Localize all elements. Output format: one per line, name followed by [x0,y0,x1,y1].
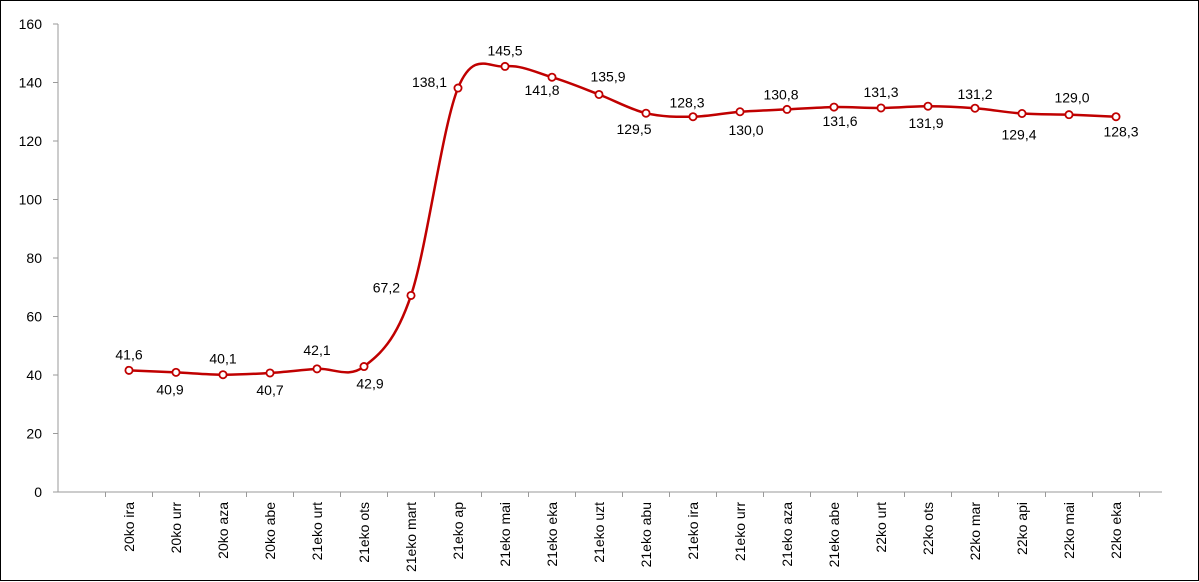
x-tick-label: 21eko urr [732,502,748,561]
series-line [128,62,1117,376]
data-label: 128,3 [669,95,704,111]
data-point [265,368,275,378]
x-tick-label: 20ko abe [262,502,278,560]
y-tick-label: 160 [19,16,43,32]
data-point [359,362,369,372]
data-label: 42,9 [356,376,383,392]
data-label: 67,2 [373,279,400,295]
data-label: 131,3 [863,84,898,100]
data-point [312,364,322,374]
x-tick-label: 21eko uzt [591,502,607,563]
data-label: 42,1 [303,342,330,358]
x-tick-label: 22ko eka [1108,502,1124,559]
y-tick-label: 60 [26,309,42,325]
data-label: 40,9 [156,381,183,397]
x-tick-label: 20ko urr [168,502,184,554]
x-tick-label: 22ko mar [967,502,983,561]
x-tick-label: 21eko abe [826,502,842,568]
data-labels: 41,6 40,9 40,1 40,7 42,1 42,9 67,2 138,1 145,5 14… [115,42,1138,398]
y-tick-label: 20 [26,426,42,442]
data-label: 131,9 [908,115,943,131]
data-label: 129,4 [1001,127,1036,143]
x-tick-label: 22ko mai [1061,502,1077,559]
data-point [688,112,698,122]
y-axis-ticks: 0 20 40 60 80 100 120 140 160 [19,16,58,500]
data-label: 129,0 [1054,90,1089,106]
x-tick-label: 21eko mai [497,502,513,567]
y-tick-label: 0 [34,484,42,500]
y-tick-label: 100 [19,192,43,208]
data-label: 129,5 [616,121,651,137]
data-label: 130,8 [763,86,798,102]
y-tick-label: 120 [19,133,43,149]
x-tick-label: 21eko ira [685,502,701,560]
data-point [1064,110,1074,120]
data-point [923,101,933,111]
x-tick-label: 22ko api [1014,502,1030,555]
data-point [594,89,604,99]
data-label: 40,1 [209,351,236,367]
data-point [829,102,839,112]
axes [57,24,1162,493]
data-label: 40,7 [256,382,283,398]
data-label: 135,9 [590,68,625,84]
x-tick-label: 21eko urt [309,502,325,560]
y-tick-label: 40 [26,367,42,383]
data-point [171,367,181,377]
data-point [641,108,651,118]
x-tick-label: 21eko abu [638,502,654,567]
data-label: 145,5 [487,42,522,58]
data-point [1017,109,1027,119]
x-tick-label: 20ko ira [121,502,137,552]
data-label: 128,3 [1103,124,1138,140]
x-axis-ticks: 20ko ira 20ko urr 20ko aza 20ko abe 21eko ur… [105,492,1140,572]
x-tick-label: 21eko aza [779,502,795,567]
data-point [1111,112,1121,122]
data-point [735,107,745,117]
data-label: 131,6 [822,113,857,129]
data-point [876,103,886,113]
data-label: 130,0 [728,122,763,138]
y-tick-label: 80 [26,250,42,266]
data-label: 131,2 [957,86,992,102]
x-tick-label: 21eko eka [544,502,560,567]
data-label: 41,6 [115,346,142,362]
data-label: 138,1 [412,74,447,90]
data-point [453,83,463,93]
x-tick-label: 22ko ots [920,502,936,555]
x-tick-label: 21eko ap [450,502,466,560]
data-point [124,365,134,375]
data-point [782,104,792,114]
data-point [970,103,980,113]
data-point [406,290,416,300]
data-point [218,370,228,380]
y-tick-label: 140 [19,75,43,91]
data-label: 141,8 [524,82,559,98]
x-tick-label: 20ko aza [215,502,231,559]
data-point [500,61,510,71]
data-point [547,72,557,82]
x-tick-label: 22ko urt [873,502,889,553]
x-tick-label: 21eko ots [356,502,372,563]
series-markers [124,61,1121,380]
x-tick-label: 21eko mart [403,502,419,572]
